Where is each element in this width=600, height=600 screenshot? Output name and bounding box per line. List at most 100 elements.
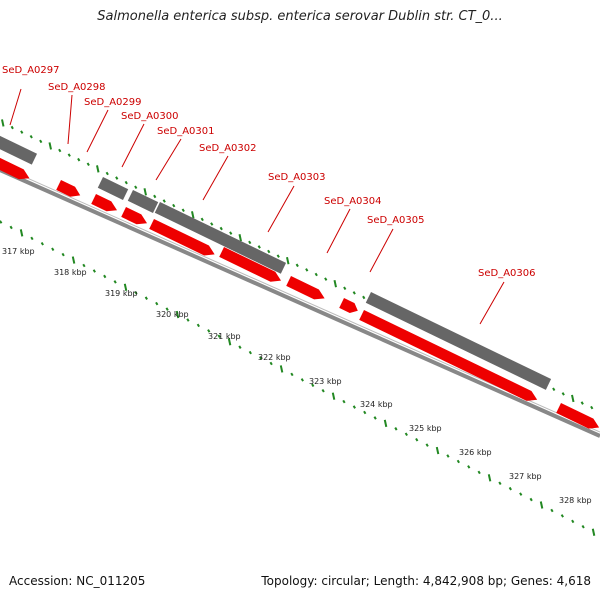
label-leader-line xyxy=(479,281,505,325)
scale-tick xyxy=(446,454,450,458)
outer-tick xyxy=(571,394,575,403)
scale-tick xyxy=(0,220,3,224)
label-leader-line xyxy=(202,155,229,201)
gene-labels: SeD_A0297 SeD_A0298 SeD_A0299 SeD_A0300 SeD_… xyxy=(2,65,536,279)
outer-tick xyxy=(48,142,52,150)
label-leader-line xyxy=(369,228,394,273)
scale-label: 325 kbp xyxy=(409,424,442,433)
reverse-gene-block xyxy=(154,202,287,274)
outer-tick xyxy=(58,148,62,153)
outer-tick xyxy=(77,157,81,162)
scale-tick xyxy=(321,388,325,393)
scale-tick xyxy=(373,416,377,420)
outer-tick xyxy=(191,211,195,219)
outer-tick xyxy=(1,119,5,127)
outer-tick xyxy=(238,234,242,242)
outer-tick xyxy=(276,254,280,258)
outer-tick xyxy=(229,231,233,235)
scale-tick xyxy=(259,356,263,360)
outer-tick xyxy=(124,180,128,185)
gene-label: SeD_A0301 xyxy=(157,126,215,137)
gene-label: SeD_A0299 xyxy=(84,97,142,108)
outer-tick xyxy=(343,286,347,291)
scale-tick xyxy=(352,405,356,409)
scale-tick xyxy=(175,310,180,319)
outer-tick xyxy=(219,226,223,231)
scale-label: 324 kbp xyxy=(360,400,393,409)
scale-tick xyxy=(425,443,429,447)
scale-tick xyxy=(92,269,96,273)
forward-gene-block xyxy=(0,155,30,180)
reverse-strand-track xyxy=(0,132,552,390)
scale-tick xyxy=(529,497,533,502)
forward-gene-block xyxy=(556,403,600,429)
scale-tick xyxy=(539,501,544,509)
outer-tick xyxy=(295,263,299,268)
scale-label: 322 kbp xyxy=(258,353,291,362)
outer-tick xyxy=(362,295,366,300)
outer-tick xyxy=(10,125,14,130)
forward-gene-block xyxy=(286,276,325,300)
scale-tick xyxy=(467,465,471,469)
outer-tick xyxy=(257,245,261,249)
scale-tick xyxy=(113,280,117,284)
outer-tick xyxy=(352,291,356,295)
scale-tick xyxy=(550,508,554,513)
scale-tick xyxy=(581,525,585,529)
scale-label: 328 kbp xyxy=(559,496,592,505)
scale-tick xyxy=(435,446,440,455)
scale-tick xyxy=(186,318,190,322)
scale-tick xyxy=(155,301,159,306)
scale-label: 318 kbp xyxy=(54,268,87,277)
scale-tick xyxy=(217,334,221,339)
scale-label: 326 kbp xyxy=(459,448,492,457)
accession-text: Accession: NC_011205 xyxy=(9,574,146,588)
scale-tick xyxy=(571,519,575,524)
forward-gene-block xyxy=(149,219,215,256)
scale-label: 319 kbp xyxy=(105,289,138,298)
label-leader-line xyxy=(9,88,22,126)
reverse-gene-block xyxy=(127,190,159,213)
scale-tick xyxy=(123,283,128,292)
outer-tick xyxy=(580,401,584,405)
scale-tick xyxy=(498,481,502,486)
scale-tick xyxy=(311,383,315,388)
label-leader-line xyxy=(267,185,295,233)
scale-tick xyxy=(144,296,148,300)
gene-label: SeD_A0306 xyxy=(478,268,536,279)
forward-gene-block xyxy=(339,298,358,313)
scale-tick xyxy=(404,432,408,437)
outer-tick xyxy=(134,185,138,190)
outer-tick xyxy=(333,279,337,288)
outer-tick xyxy=(143,188,147,196)
scale-tick xyxy=(196,323,200,328)
scale-tick xyxy=(248,350,252,355)
scale-tick xyxy=(9,225,13,230)
outer-tick xyxy=(105,171,109,176)
label-leader-lines xyxy=(9,88,505,325)
scale-tick xyxy=(40,242,44,246)
scale-tick xyxy=(30,236,34,241)
scale-tick xyxy=(560,514,564,518)
scale-tick xyxy=(487,474,492,482)
gene-label: SeD_A0302 xyxy=(199,143,257,154)
forward-gene-block xyxy=(91,194,118,212)
outer-tick xyxy=(67,153,71,157)
scale-tick-ring xyxy=(0,220,596,536)
outer-tick xyxy=(200,217,204,222)
outer-tick xyxy=(552,387,556,392)
gene-label: SeD_A0304 xyxy=(324,196,382,207)
gene-label: SeD_A0303 xyxy=(268,172,326,183)
scale-label: 320 kbp xyxy=(156,310,189,319)
reverse-gene-block xyxy=(97,177,129,200)
outer-tick xyxy=(324,277,328,281)
gene-label: SeD_A0298 xyxy=(48,82,106,93)
scale-tick xyxy=(279,365,284,373)
forward-gene-block xyxy=(121,207,148,225)
scale-tick xyxy=(238,345,242,349)
gene-label: SeD_A0297 xyxy=(2,65,60,76)
outer-tick xyxy=(86,162,90,167)
reverse-gene-block xyxy=(0,132,38,165)
scale-tick xyxy=(519,492,523,496)
